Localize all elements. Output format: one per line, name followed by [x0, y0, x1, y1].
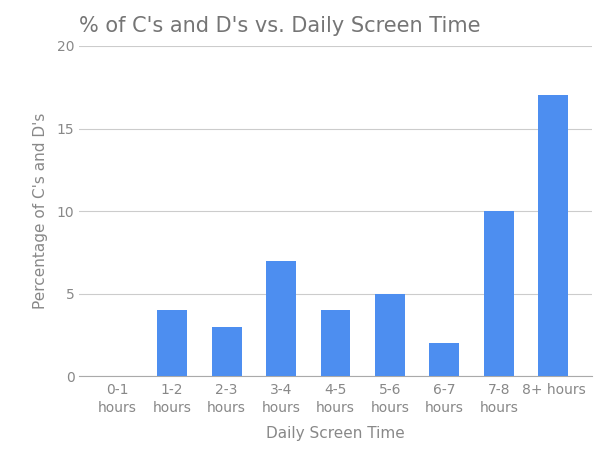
Bar — [212, 327, 242, 376]
Text: % of C's and D's vs. Daily Screen Time: % of C's and D's vs. Daily Screen Time — [79, 16, 481, 36]
Y-axis label: Percentage of C's and D's: Percentage of C's and D's — [34, 113, 48, 309]
Bar — [484, 211, 514, 376]
Bar — [429, 343, 459, 376]
Bar — [157, 310, 187, 376]
Bar — [320, 310, 351, 376]
Bar — [375, 294, 405, 376]
X-axis label: Daily Screen Time: Daily Screen Time — [266, 426, 405, 441]
Bar — [539, 95, 569, 376]
Bar — [266, 261, 296, 376]
